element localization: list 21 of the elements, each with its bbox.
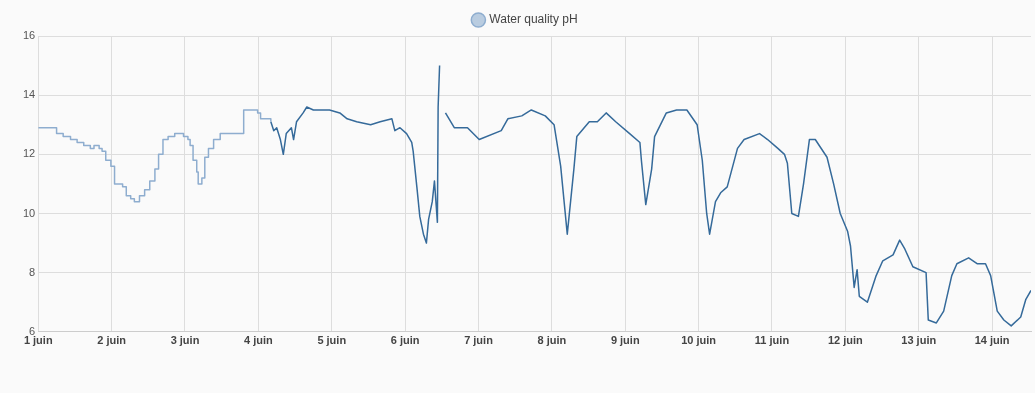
x-tick-label: 2 juin: [97, 334, 127, 347]
x-tick-label: 5 juin: [317, 334, 347, 347]
x-tick-label: 4 juin: [243, 334, 273, 347]
x-tick-label: 13 juin: [901, 334, 937, 347]
y-tick-label: 6: [29, 324, 36, 337]
x-tick-label: 14 juin: [974, 334, 1010, 347]
x-tick-label: 12 juin: [827, 334, 864, 347]
x-tick-label: 1 juin: [23, 334, 53, 347]
y-tick-label: 8: [29, 265, 36, 278]
x-tick-label: 11 juin: [754, 334, 790, 347]
x-tick-label: 9 juin: [610, 334, 640, 347]
y-tick-label: 16: [22, 29, 36, 42]
x-tick-label: 3 juin: [170, 334, 200, 347]
x-tick-label: 6 juin: [390, 334, 420, 347]
y-tick-label: 12: [22, 147, 36, 160]
x-tick-label: 10 juin: [681, 334, 717, 347]
y-tick-label: 14: [22, 88, 36, 101]
legend-label: Water quality pH: [489, 12, 578, 27]
x-tick-label: 8 juin: [537, 334, 567, 347]
y-tick-label: 10: [22, 206, 36, 219]
x-tick-label: 7 juin: [464, 334, 494, 347]
